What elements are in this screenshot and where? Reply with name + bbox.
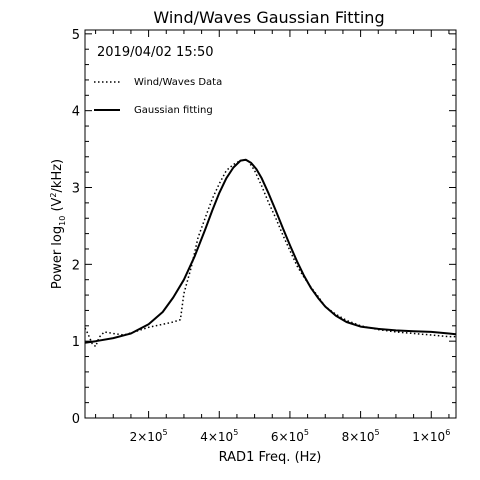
x-axis-label: RAD1 Freq. (Hz)	[219, 450, 322, 465]
x-tick-label-3: 8×105	[342, 428, 380, 444]
y-tick-label-2: 2	[72, 258, 80, 273]
y-axis-label-middle: (V	[50, 197, 65, 215]
x-tick-label-2: 6×105	[271, 428, 309, 444]
y-tick-label-4: 4	[72, 105, 80, 120]
x-tick-label-1: 4×105	[200, 428, 238, 444]
legend-label-fit: Gaussian fitting	[134, 105, 213, 116]
legend-label-data: Wind/Waves Data	[134, 77, 222, 88]
x-tick-label-4: 1×106	[412, 428, 450, 444]
chart-title: Wind/Waves Gaussian Fitting	[153, 8, 384, 27]
y-axis-label-suffix: /kHz)	[50, 159, 65, 193]
y-tick-label-1: 1	[72, 335, 80, 350]
timestamp-annotation: 2019/04/02 15:50	[97, 45, 214, 60]
x-tick-label-0: 2×105	[130, 428, 168, 444]
y-tick-label-3: 3	[72, 182, 80, 197]
y-tick-label-5: 5	[72, 28, 80, 43]
y-tick-label-0: 0	[72, 412, 80, 427]
y-axis-label-prefix: Power log	[50, 226, 65, 289]
y-axis-label-subscript: 10	[58, 216, 67, 226]
